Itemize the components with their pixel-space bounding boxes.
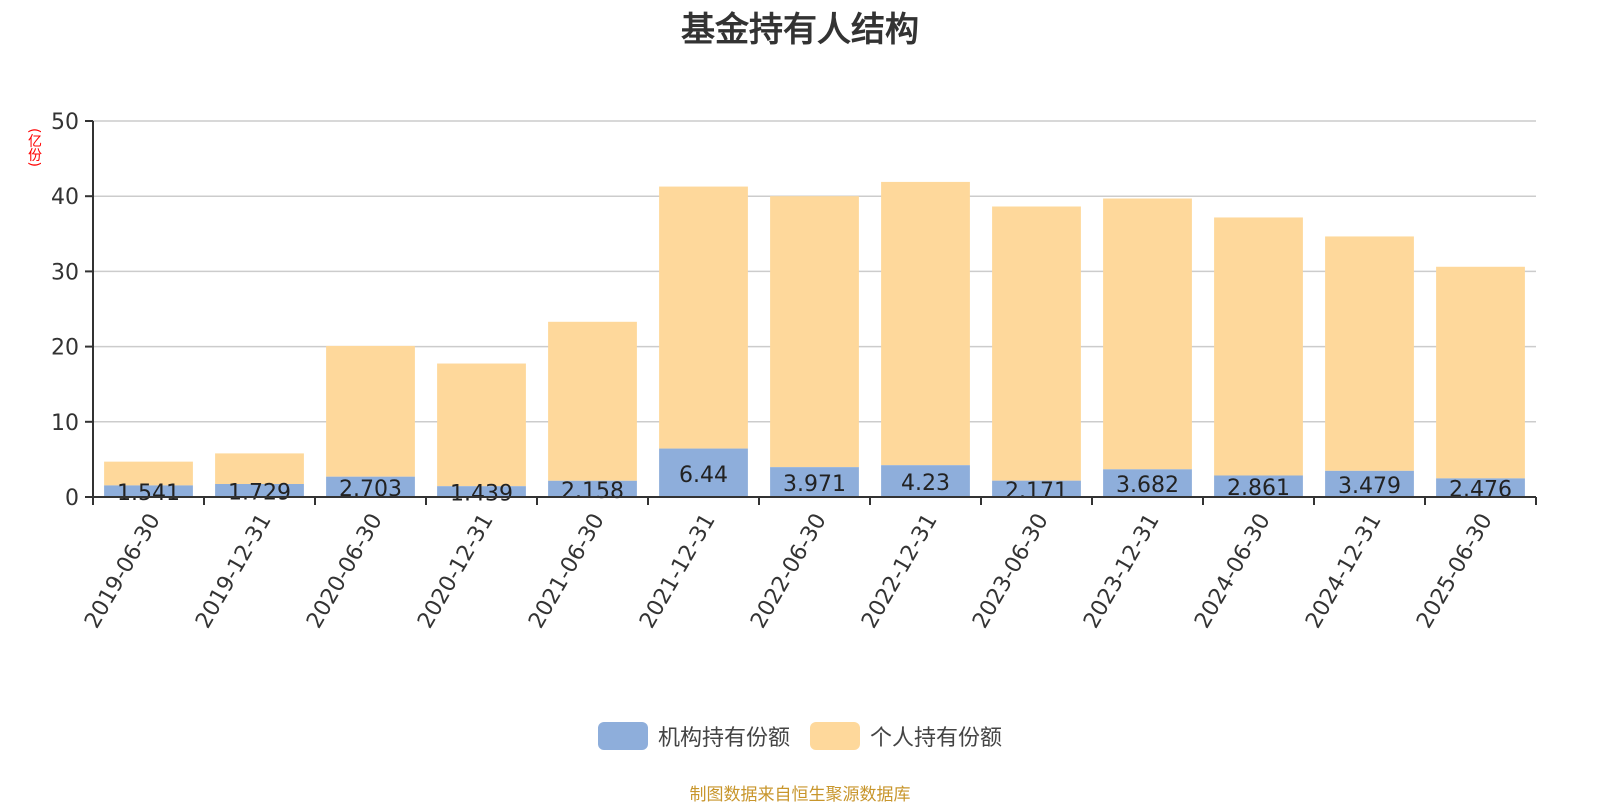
x-tick-label: 2025-06-30: [1412, 510, 1498, 633]
x-tick-label: 2020-06-30: [302, 510, 388, 633]
x-tick-label: 2021-06-30: [524, 510, 610, 633]
x-tick-label: 2022-06-30: [746, 510, 832, 633]
bar-individual[interactable]: [215, 453, 304, 484]
bar-individual[interactable]: [1214, 217, 1303, 476]
y-tick-label: 40: [51, 185, 79, 210]
bar-value-label: 2.476: [1449, 478, 1512, 503]
bar-institutional[interactable]: [437, 486, 526, 497]
y-axis-unit-label: (亿份): [26, 127, 42, 167]
chart-title: 基金持有人结构: [681, 10, 919, 50]
bar-institutional[interactable]: [881, 465, 970, 497]
bar-institutional[interactable]: [1103, 469, 1192, 497]
bar-individual[interactable]: [548, 321, 637, 481]
legend-swatch-institutional: [597, 722, 648, 750]
bar-institutional[interactable]: [992, 480, 1081, 497]
bar-individual[interactable]: [1103, 198, 1192, 470]
bar-institutional[interactable]: [104, 485, 193, 497]
bar-value-label: 2.703: [339, 477, 402, 502]
bar-institutional[interactable]: [659, 448, 748, 497]
x-tick-label: 2021-12-31: [635, 510, 721, 633]
bar-value-label: 3.682: [1116, 473, 1179, 498]
y-tick-label: 30: [51, 260, 79, 285]
x-tick-label: 2023-12-31: [1079, 510, 1165, 633]
y-tick-label: 20: [51, 336, 79, 361]
y-tick-label: 0: [65, 486, 79, 511]
bar-individual[interactable]: [104, 461, 193, 486]
bar-value-label: 6.44: [679, 463, 728, 488]
y-tick-label: 10: [51, 411, 79, 436]
bar-institutional[interactable]: [1325, 470, 1414, 497]
x-tick-label: 2022-12-31: [857, 510, 943, 633]
x-tick-label: 2024-12-31: [1301, 510, 1387, 633]
x-tick-label: 2020-12-31: [413, 510, 499, 633]
stacked-bar-chart: 0 10 20 30 40 50 1.541 2019-06-30 1.729 2019-12-3…: [51, 110, 1537, 633]
bar-individual[interactable]: [659, 186, 748, 449]
bar-individual[interactable]: [1436, 266, 1525, 479]
legend-label-individual: 个人持有份额: [870, 726, 1003, 751]
bar-value-label: 1.729: [228, 480, 291, 505]
legend-item-individual[interactable]: 个人持有份额: [810, 720, 1002, 752]
bar-institutional[interactable]: [1214, 475, 1303, 497]
bar-value-label: 2.158: [561, 479, 624, 504]
legend-item-institutional[interactable]: 机构持有份额: [597, 720, 790, 752]
bar-value-label: 3.479: [1338, 474, 1401, 499]
bar-value-label: 4.23: [901, 471, 950, 496]
bar-institutional[interactable]: [1436, 478, 1525, 497]
legend-swatch-individual: [810, 722, 860, 750]
x-tick-label: 2019-06-30: [80, 510, 166, 633]
bar-institutional[interactable]: [548, 480, 637, 497]
bar-value-label: 1.439: [450, 482, 513, 507]
bar-individual[interactable]: [992, 206, 1081, 481]
bar-individual[interactable]: [437, 363, 526, 487]
bar-individual[interactable]: [1325, 236, 1414, 471]
x-tick-label: 2019-12-31: [191, 510, 277, 633]
bar-value-label: 3.971: [783, 472, 846, 497]
source-note: 制图数据来自恒生聚源数据库: [689, 785, 911, 805]
bar-individual[interactable]: [770, 196, 859, 468]
x-tick-label: 2023-06-30: [968, 510, 1054, 633]
legend: 机构持有份额 个人持有份额: [0, 720, 1600, 752]
legend-label-institutional: 机构持有份额: [657, 726, 790, 751]
bar-value-label: 1.541: [117, 481, 180, 506]
bar-institutional[interactable]: [770, 467, 859, 497]
bar-institutional[interactable]: [215, 483, 304, 497]
bar-individual[interactable]: [326, 345, 415, 477]
bar-institutional[interactable]: [326, 476, 415, 497]
x-tick-label: 2024-06-30: [1190, 510, 1276, 633]
bar-value-label: 2.171: [1005, 479, 1068, 504]
y-tick-label: 50: [51, 110, 79, 135]
bar-individual[interactable]: [881, 181, 970, 466]
